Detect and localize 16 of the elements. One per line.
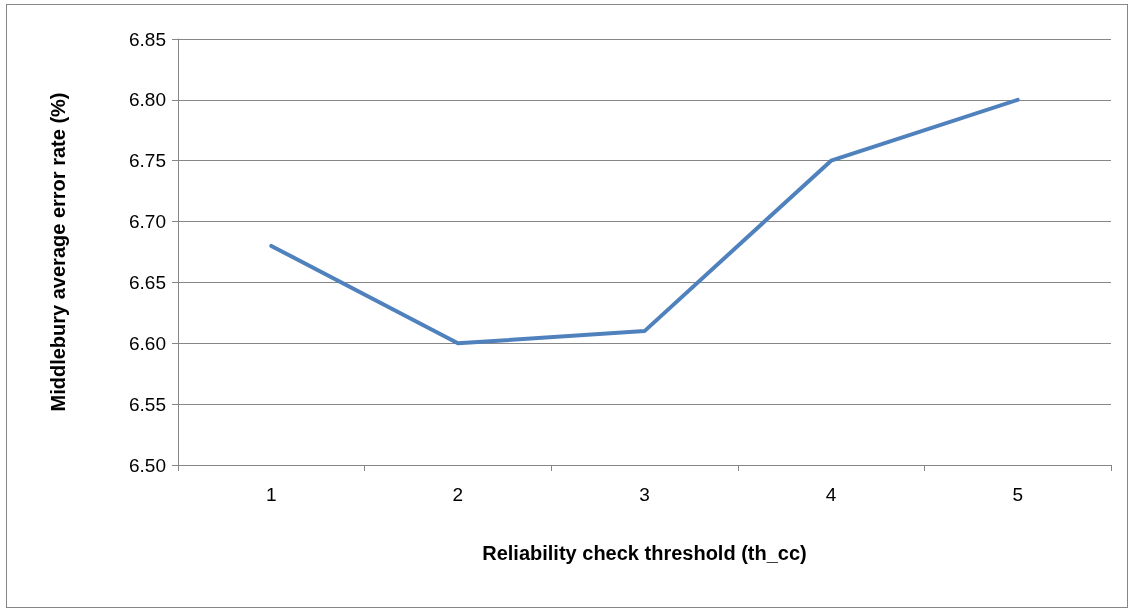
x-axis-title: Reliability check threshold (th_cc)	[482, 542, 807, 564]
y-tick-label: 6.60	[129, 332, 166, 354]
x-tick-label: 2	[452, 484, 464, 505]
y-tick-label: 6.70	[129, 211, 166, 233]
y-tick-label: 6.85	[129, 28, 166, 50]
y-tick-label: 6.50	[129, 454, 166, 476]
y-tick-label: 6.65	[129, 271, 166, 293]
x-tick-label: 5	[1012, 484, 1023, 505]
x-tick-label: 3	[639, 484, 650, 505]
line-series	[269, 97, 1020, 346]
x-tick-label: 1	[266, 484, 277, 505]
y-tick-label: 6.80	[129, 89, 166, 111]
y-tick-label: 6.75	[129, 150, 166, 172]
y-axis-title: Middlebury average error rate (%)	[47, 92, 69, 412]
x-tick-label: 4	[825, 484, 837, 505]
y-tick-label: 6.55	[129, 393, 166, 415]
